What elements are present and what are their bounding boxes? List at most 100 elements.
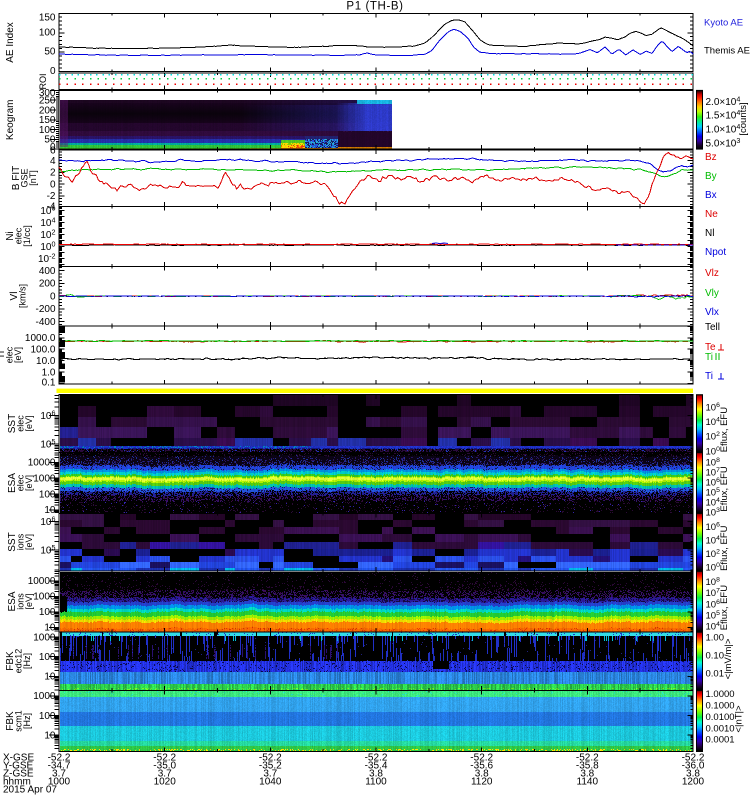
svg-text:[km/s]: [km/s] xyxy=(18,284,28,308)
svg-text:FBK: FBK xyxy=(5,711,16,731)
svg-text:1000: 1000 xyxy=(33,691,56,702)
svg-text:3.8: 3.8 xyxy=(369,769,383,780)
svg-text:Bx: Bx xyxy=(705,190,717,201)
svg-text:1000: 1000 xyxy=(33,474,56,485)
svg-text:107: 107 xyxy=(706,588,721,600)
svg-text:50: 50 xyxy=(44,135,56,146)
svg-text:elec: elec xyxy=(16,415,26,432)
svg-text:10000: 10000 xyxy=(28,576,56,587)
svg-text:ions: ions xyxy=(16,593,26,610)
svg-text:Ni: Ni xyxy=(5,231,16,240)
svg-text:<|mV/m|>: <|mV/m|> xyxy=(723,638,734,679)
svg-text:[1/cc]: [1/cc] xyxy=(22,225,32,247)
svg-text:10: 10 xyxy=(44,623,56,634)
svg-text:106: 106 xyxy=(706,477,721,489)
svg-text:4: 4 xyxy=(50,156,56,167)
svg-text:100: 100 xyxy=(706,446,721,458)
svg-text:2: 2 xyxy=(50,168,56,179)
svg-text:0: 0 xyxy=(50,179,56,190)
svg-text:[nT]: [nT] xyxy=(28,170,38,186)
svg-text:GSE: GSE xyxy=(20,168,30,187)
svg-text:Y-GSE: Y-GSE xyxy=(3,761,34,772)
svg-text:1000.0: 1000.0 xyxy=(25,333,56,344)
svg-text:Bz: Bz xyxy=(705,152,717,163)
svg-text:0.10: 0.10 xyxy=(706,650,725,661)
svg-text:106: 106 xyxy=(706,402,721,414)
svg-text:1200: 1200 xyxy=(682,777,705,788)
svg-text:1.0×104: 1.0×104 xyxy=(706,122,741,136)
svg-text:Themis AE: Themis AE xyxy=(704,46,750,57)
svg-text:2015 Apr 07: 2015 Apr 07 xyxy=(3,785,57,796)
svg-text:105: 105 xyxy=(706,487,721,499)
svg-text:Ne: Ne xyxy=(705,209,718,220)
svg-text:100.0: 100.0 xyxy=(30,345,55,356)
svg-text:200: 200 xyxy=(39,279,56,290)
svg-text:10-2: 10-2 xyxy=(38,251,56,265)
svg-text:-52.2: -52.2 xyxy=(576,753,599,764)
svg-text:SST: SST xyxy=(7,532,18,551)
svg-text:[Hz]: [Hz] xyxy=(22,653,32,669)
svg-text:1040: 1040 xyxy=(259,777,282,788)
svg-text:108: 108 xyxy=(706,457,721,469)
svg-text:100: 100 xyxy=(39,125,56,136)
svg-text:10000: 10000 xyxy=(28,458,56,469)
svg-text:10: 10 xyxy=(44,672,56,683)
svg-text:10: 10 xyxy=(44,505,56,516)
svg-text:3.7: 3.7 xyxy=(263,769,277,780)
svg-text:3.7: 3.7 xyxy=(158,769,172,780)
svg-text:[eV]: [eV] xyxy=(13,347,23,363)
svg-text:X-GSE: X-GSE xyxy=(3,753,34,764)
svg-text:Nl: Nl xyxy=(705,228,714,239)
svg-text:scm1: scm1 xyxy=(14,710,24,732)
svg-text:200: 200 xyxy=(39,105,56,116)
svg-text:Tl: Tl xyxy=(0,351,7,359)
svg-text:106: 106 xyxy=(40,408,55,422)
svg-text:Vlz: Vlz xyxy=(705,268,719,279)
svg-text:elec: elec xyxy=(14,227,24,244)
svg-text:-52.2: -52.2 xyxy=(470,753,493,764)
svg-text:250: 250 xyxy=(39,96,56,107)
svg-text:0: 0 xyxy=(50,66,56,77)
svg-text:107: 107 xyxy=(706,467,721,479)
svg-text:1.5×104: 1.5×104 xyxy=(706,108,741,122)
svg-text:[counts]: [counts] xyxy=(738,102,749,135)
svg-text:1.0: 1.0 xyxy=(42,367,56,378)
svg-text:-35.4: -35.4 xyxy=(365,761,388,772)
svg-text:ROI: ROI xyxy=(38,73,48,89)
svg-text:Eflux, EFU: Eflux, EFU xyxy=(719,525,730,571)
svg-text:-35.8: -35.8 xyxy=(576,761,599,772)
svg-text:Vlx: Vlx xyxy=(705,307,719,318)
svg-text:Ti: Ti xyxy=(705,352,713,363)
svg-text:105: 105 xyxy=(706,610,721,622)
svg-text:-200: -200 xyxy=(35,304,55,315)
svg-text:-52.2: -52.2 xyxy=(48,753,71,764)
svg-text:[Hz]: [Hz] xyxy=(22,713,32,729)
svg-text:0.1000: 0.1000 xyxy=(706,701,735,712)
svg-text:0.1: 0.1 xyxy=(42,377,56,388)
svg-text:ESA: ESA xyxy=(7,473,18,493)
svg-text:3.8: 3.8 xyxy=(686,769,700,780)
svg-text:Eflux, EFU: Eflux, EFU xyxy=(719,466,730,512)
svg-text:1140: 1140 xyxy=(577,777,599,788)
svg-text:103: 103 xyxy=(706,507,721,519)
svg-text:0.0100: 0.0100 xyxy=(706,712,735,723)
svg-text:3.7: 3.7 xyxy=(52,769,66,780)
svg-text:300: 300 xyxy=(39,88,56,99)
svg-text:104: 104 xyxy=(706,497,721,509)
svg-text:1120: 1120 xyxy=(471,777,493,788)
svg-text:100: 100 xyxy=(39,489,56,500)
svg-text:[eV]: [eV] xyxy=(24,415,34,431)
svg-text:Tell: Tell xyxy=(705,322,720,333)
svg-text:106: 106 xyxy=(706,522,721,534)
svg-text:Vly: Vly xyxy=(705,288,719,299)
svg-text:-52.2: -52.2 xyxy=(259,753,282,764)
svg-text:100: 100 xyxy=(39,711,56,722)
svg-text:0.01: 0.01 xyxy=(706,668,725,679)
svg-text:-400: -400 xyxy=(35,317,55,328)
svg-text:102: 102 xyxy=(706,431,721,443)
svg-text:AE Index: AE Index xyxy=(5,22,16,63)
svg-text:1.00: 1.00 xyxy=(706,632,725,643)
svg-text:-52.2: -52.2 xyxy=(682,753,705,764)
svg-text:ESA: ESA xyxy=(7,591,18,611)
svg-text:elec: elec xyxy=(5,346,15,363)
